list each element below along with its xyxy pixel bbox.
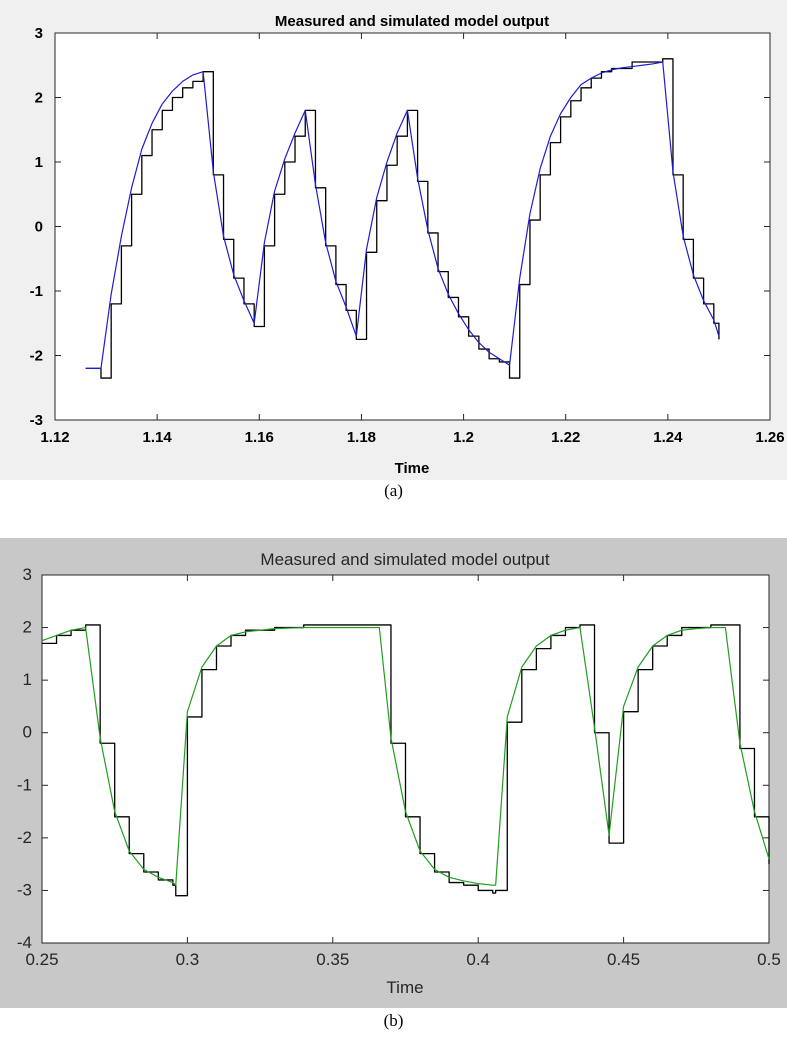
chart-title: Measured and simulated model output [275, 13, 549, 30]
y-tick-label: -1 [17, 775, 32, 794]
chart-a: Measured and simulated model output Time… [0, 0, 787, 480]
chart-title: Measured and simulated model output [260, 550, 549, 569]
y-tick-label: 3 [35, 25, 43, 42]
x-tick-label: 1.2 [453, 429, 474, 446]
x-tick-label: 1.12 [40, 429, 69, 446]
x-axis-label: Time [386, 978, 423, 997]
x-tick-label: 0.45 [607, 950, 640, 969]
y-tick-label: -3 [30, 412, 43, 429]
chart-b: Measured and simulated model output Time… [0, 538, 787, 1008]
y-tick-label: 1 [35, 154, 43, 171]
x-tick-label: 0.35 [316, 950, 349, 969]
x-tick-label: 0.5 [757, 950, 781, 969]
x-tick-label: 1.24 [653, 429, 683, 446]
x-tick-label: 1.22 [551, 429, 580, 446]
x-tick-label: 0.4 [466, 950, 490, 969]
figure-b: Measured and simulated model output Time… [0, 538, 787, 1008]
x-tick-label: 1.14 [143, 429, 173, 446]
x-axis-label: Time [395, 460, 430, 477]
y-tick-label: -2 [17, 828, 32, 847]
y-tick-label: 2 [23, 618, 32, 637]
y-tick-label: -2 [30, 348, 43, 365]
x-tick-label: 0.3 [176, 950, 200, 969]
y-tick-label: 0 [35, 219, 43, 236]
y-tick-label: 2 [35, 90, 43, 107]
x-tick-label: 1.18 [347, 429, 376, 446]
y-tick-label: -4 [17, 933, 32, 952]
y-tick-label: -3 [17, 880, 32, 899]
y-tick-label: -1 [30, 283, 43, 300]
x-tick-label: 0.25 [25, 950, 58, 969]
x-tick-label: 1.16 [245, 429, 274, 446]
y-tick-label: 0 [23, 723, 32, 742]
caption-b: (b) [0, 1011, 787, 1031]
caption-a: (a) [0, 481, 787, 501]
y-tick-label: 3 [23, 565, 32, 584]
x-tick-label: 1.26 [755, 429, 784, 446]
axes-background [55, 33, 770, 420]
figure-a: Measured and simulated model output Time… [0, 0, 787, 480]
y-tick-label: 1 [23, 670, 32, 689]
